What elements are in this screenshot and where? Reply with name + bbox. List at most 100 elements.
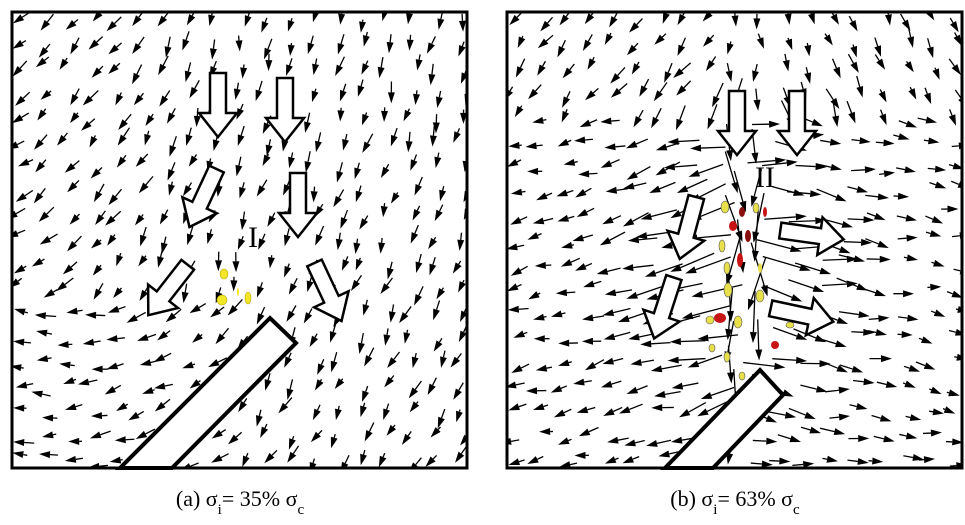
vector-head bbox=[849, 20, 857, 31]
vector-shaft bbox=[120, 93, 121, 96]
vector-shaft bbox=[594, 281, 602, 283]
vector-shaft bbox=[53, 434, 56, 435]
vector-head bbox=[508, 458, 520, 465]
vector-head bbox=[727, 43, 734, 55]
vector-head bbox=[789, 435, 801, 442]
vector-shaft bbox=[153, 390, 155, 391]
vector-shaft bbox=[753, 440, 766, 441]
vector-head bbox=[308, 43, 315, 55]
vector-shaft bbox=[546, 193, 552, 196]
vector-head bbox=[167, 112, 175, 123]
vector-head bbox=[692, 291, 704, 298]
vector-shaft bbox=[340, 162, 343, 172]
vector-shaft bbox=[543, 61, 546, 66]
vector-head bbox=[91, 412, 102, 419]
vector-head bbox=[933, 408, 944, 415]
vector-shaft bbox=[949, 59, 954, 66]
vector-shaft bbox=[522, 191, 526, 192]
vector-shaft bbox=[657, 440, 671, 443]
vector-shaft bbox=[259, 81, 262, 91]
vector-head bbox=[904, 381, 916, 388]
vector-shaft bbox=[345, 455, 349, 463]
hollow-arrow bbox=[636, 272, 692, 345]
vector-head bbox=[809, 427, 821, 434]
vector-shaft bbox=[387, 328, 388, 335]
vector-head bbox=[753, 18, 760, 29]
vector-shaft bbox=[433, 257, 435, 265]
vector-shaft bbox=[141, 93, 144, 96]
vector-head bbox=[256, 415, 263, 427]
vector-head bbox=[651, 365, 662, 372]
vector-shaft bbox=[634, 43, 638, 47]
vector-shaft bbox=[97, 37, 103, 43]
vector-head bbox=[859, 137, 870, 144]
vector-shaft bbox=[585, 263, 592, 266]
vector-shaft bbox=[910, 87, 911, 90]
vector-shaft bbox=[823, 259, 847, 260]
vector-head bbox=[606, 187, 617, 194]
vector-head bbox=[886, 381, 898, 388]
vector-shaft bbox=[561, 386, 567, 388]
vector-head bbox=[315, 234, 323, 245]
vector-head bbox=[287, 388, 294, 400]
vector-shaft bbox=[825, 34, 827, 37]
vector-shaft bbox=[570, 64, 575, 70]
vector-shaft bbox=[49, 91, 51, 93]
vector-head bbox=[167, 169, 174, 181]
vector-shaft bbox=[665, 392, 681, 395]
vector-shaft bbox=[662, 365, 682, 369]
vector-head bbox=[732, 15, 739, 26]
vector-shaft bbox=[656, 108, 661, 118]
vector-shaft bbox=[242, 236, 243, 239]
vector-head bbox=[312, 91, 319, 103]
zone-label: II bbox=[755, 161, 775, 194]
vector-head bbox=[315, 141, 322, 153]
vector-shaft bbox=[241, 126, 244, 135]
vector-head bbox=[839, 414, 850, 421]
vector-shaft bbox=[639, 110, 643, 118]
vector-shaft bbox=[851, 140, 859, 141]
vector-head bbox=[115, 94, 123, 105]
vector-head bbox=[230, 280, 237, 291]
vector-shaft bbox=[340, 57, 345, 66]
vector-head bbox=[949, 114, 956, 126]
vector-head bbox=[677, 185, 688, 193]
vector-shaft bbox=[334, 434, 335, 438]
vector-shaft bbox=[415, 225, 418, 233]
vector-head bbox=[944, 406, 956, 413]
vector-shaft bbox=[637, 287, 661, 295]
vector-shaft bbox=[789, 221, 816, 222]
vector-shaft bbox=[851, 170, 865, 171]
vector-shaft bbox=[292, 306, 296, 313]
vector-shaft bbox=[789, 408, 806, 415]
vector-shaft bbox=[926, 232, 931, 233]
vector-head bbox=[182, 361, 194, 368]
vector-head bbox=[824, 34, 833, 45]
vector-head bbox=[59, 59, 68, 70]
vector-head bbox=[649, 186, 661, 193]
vector-shaft bbox=[391, 375, 394, 378]
vector-head bbox=[59, 362, 70, 369]
vector-shaft bbox=[847, 187, 857, 190]
vector-head bbox=[127, 315, 138, 323]
vector-head bbox=[212, 430, 223, 439]
vector-head bbox=[564, 159, 575, 166]
vector-head bbox=[924, 362, 936, 369]
vector-shaft bbox=[289, 353, 291, 358]
vector-shaft bbox=[637, 62, 639, 65]
vector-shaft bbox=[44, 109, 46, 112]
vector-head bbox=[898, 193, 909, 200]
vector-shaft bbox=[364, 450, 365, 455]
vector-head bbox=[932, 68, 939, 80]
vector-shaft bbox=[440, 205, 443, 212]
vector-head bbox=[907, 315, 918, 322]
vector-head bbox=[160, 213, 168, 224]
vector-head bbox=[215, 260, 222, 271]
vector-shaft bbox=[369, 423, 373, 432]
vector-shaft bbox=[698, 355, 722, 364]
vector-shaft bbox=[193, 364, 195, 365]
vector-shaft bbox=[390, 34, 391, 42]
vector-head bbox=[110, 457, 121, 464]
vector-head bbox=[383, 408, 390, 420]
vector-head bbox=[588, 58, 596, 69]
